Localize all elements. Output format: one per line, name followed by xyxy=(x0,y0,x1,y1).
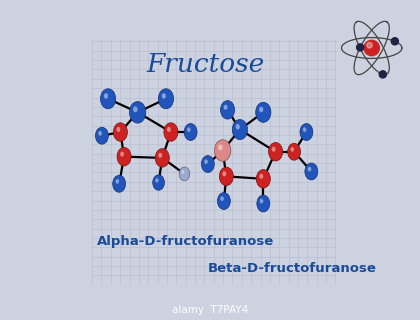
Ellipse shape xyxy=(223,171,226,176)
Ellipse shape xyxy=(133,106,138,112)
Ellipse shape xyxy=(219,167,234,186)
Ellipse shape xyxy=(116,179,119,184)
Ellipse shape xyxy=(129,101,146,123)
Circle shape xyxy=(391,38,399,45)
Ellipse shape xyxy=(220,100,235,119)
Text: alamy  T7PAY4: alamy T7PAY4 xyxy=(172,305,248,315)
Text: Fructose: Fructose xyxy=(146,52,265,77)
Ellipse shape xyxy=(184,124,197,140)
Ellipse shape xyxy=(167,127,171,132)
Ellipse shape xyxy=(236,124,240,130)
Ellipse shape xyxy=(98,131,102,136)
Ellipse shape xyxy=(155,149,169,167)
Ellipse shape xyxy=(218,193,230,210)
Ellipse shape xyxy=(117,148,131,166)
Ellipse shape xyxy=(100,89,116,109)
Ellipse shape xyxy=(303,127,306,132)
Ellipse shape xyxy=(113,175,126,192)
Ellipse shape xyxy=(291,147,294,152)
Circle shape xyxy=(367,43,372,48)
Circle shape xyxy=(364,40,379,56)
Ellipse shape xyxy=(257,195,270,212)
Text: Alpha-D-fructofuranose: Alpha-D-fructofuranose xyxy=(97,235,274,248)
Ellipse shape xyxy=(202,156,214,172)
Ellipse shape xyxy=(104,93,108,99)
Ellipse shape xyxy=(300,124,313,140)
Ellipse shape xyxy=(153,175,165,190)
Ellipse shape xyxy=(187,127,191,132)
Ellipse shape xyxy=(155,178,158,182)
Ellipse shape xyxy=(116,127,121,132)
Ellipse shape xyxy=(113,123,127,141)
Ellipse shape xyxy=(232,120,247,140)
Ellipse shape xyxy=(179,167,190,181)
Ellipse shape xyxy=(256,102,271,122)
Ellipse shape xyxy=(220,196,224,201)
Ellipse shape xyxy=(95,127,108,144)
Circle shape xyxy=(379,71,386,78)
Ellipse shape xyxy=(260,199,263,204)
Ellipse shape xyxy=(204,159,208,164)
Text: Beta-D-fructofuranose: Beta-D-fructofuranose xyxy=(208,262,377,275)
Ellipse shape xyxy=(215,140,231,161)
Ellipse shape xyxy=(305,163,318,180)
Ellipse shape xyxy=(288,143,301,160)
Ellipse shape xyxy=(158,89,173,109)
Ellipse shape xyxy=(164,123,178,141)
Ellipse shape xyxy=(181,170,184,174)
Ellipse shape xyxy=(259,107,263,112)
Ellipse shape xyxy=(268,142,283,161)
Ellipse shape xyxy=(256,170,270,188)
Ellipse shape xyxy=(162,93,166,99)
Circle shape xyxy=(357,44,364,51)
Ellipse shape xyxy=(308,167,311,172)
Ellipse shape xyxy=(260,174,263,179)
Ellipse shape xyxy=(158,153,162,158)
Ellipse shape xyxy=(120,152,124,156)
Ellipse shape xyxy=(272,147,276,152)
Ellipse shape xyxy=(224,105,228,110)
Ellipse shape xyxy=(218,145,223,150)
